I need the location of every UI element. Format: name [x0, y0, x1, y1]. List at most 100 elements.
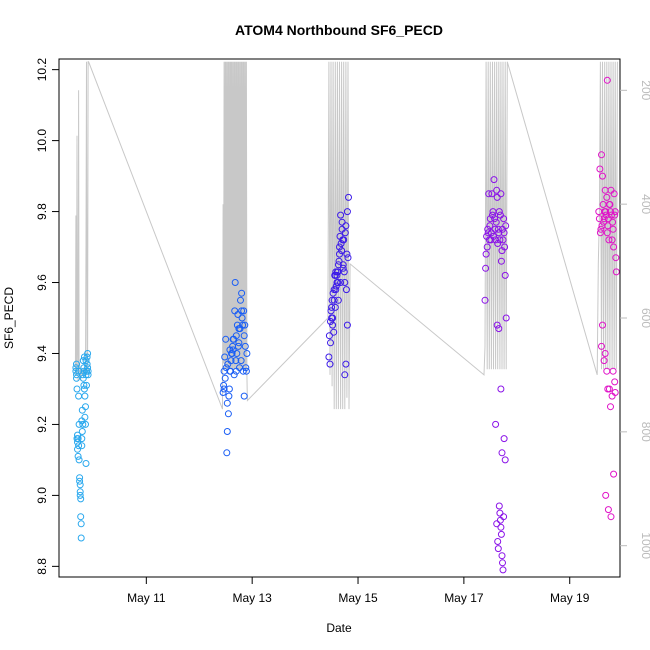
data-point [73, 374, 80, 382]
data-point [343, 208, 351, 216]
data-point [77, 513, 85, 521]
data-point [327, 318, 334, 325]
data-point [241, 321, 249, 329]
series-5 [595, 76, 620, 521]
data-point [607, 403, 614, 411]
data-point [234, 311, 242, 318]
data-point [611, 389, 619, 396]
data-point [499, 559, 506, 567]
x-axis-label: Date [326, 621, 352, 635]
y2-tick-label: 1000 [639, 532, 650, 559]
data-point [83, 353, 91, 361]
data-point [83, 360, 91, 368]
data-point [610, 243, 618, 251]
data-point [76, 491, 84, 499]
data-point [79, 357, 87, 365]
y2-tick-label: 800 [639, 422, 650, 442]
data-point [481, 296, 489, 304]
data-point [612, 254, 620, 262]
data-point [603, 193, 611, 201]
data-point [499, 236, 507, 244]
data-point [482, 250, 490, 258]
data-point [501, 243, 509, 251]
data-point [493, 321, 501, 329]
data-point [484, 225, 492, 233]
data-point [233, 350, 241, 357]
y2-tick-label: 400 [639, 194, 650, 214]
pressure-line [74, 61, 618, 410]
y-tick-label: 9.6 [35, 274, 49, 291]
data-point [492, 420, 500, 428]
data-point [330, 328, 338, 336]
data-point [243, 350, 251, 357]
data-point [332, 282, 340, 290]
data-point [485, 190, 493, 198]
data-point [231, 279, 239, 286]
data-point [482, 264, 490, 272]
data-point [606, 201, 614, 208]
data-point [604, 506, 612, 514]
data-point [342, 286, 350, 294]
data-point [596, 165, 604, 173]
data-point [602, 491, 610, 499]
data-point [342, 360, 350, 368]
data-point [497, 530, 505, 538]
data-point [242, 367, 250, 375]
data-point [337, 279, 345, 286]
data-point [76, 488, 84, 496]
data-point [84, 367, 92, 375]
data-point [74, 445, 81, 453]
data-point [77, 520, 85, 528]
data-point [497, 257, 505, 265]
data-point [609, 218, 617, 226]
data-point [598, 222, 606, 230]
data-point [83, 381, 90, 389]
data-point [612, 268, 620, 276]
data-point [78, 406, 86, 414]
data-point [80, 381, 88, 389]
data-point [81, 392, 89, 400]
data-point [484, 229, 492, 237]
data-point [502, 314, 510, 322]
y-tick-label: 9.8 [35, 203, 49, 220]
data-point [493, 186, 501, 194]
y2-tick-label: 600 [639, 308, 650, 328]
data-point [609, 225, 617, 233]
data-point [73, 371, 80, 379]
data-point [74, 438, 81, 446]
data-point [495, 208, 503, 216]
data-point [232, 367, 240, 375]
data-point [603, 367, 611, 375]
data-point [490, 176, 498, 184]
data-point [600, 357, 608, 365]
data-point [240, 392, 248, 400]
data-point [220, 381, 228, 389]
data-point [501, 456, 509, 464]
data-point [598, 342, 605, 350]
data-point [79, 420, 87, 428]
data-point [74, 431, 81, 439]
data-point [226, 346, 234, 354]
data-point [333, 271, 341, 279]
data-point [237, 296, 244, 304]
data-point [493, 193, 501, 201]
data-point [603, 76, 611, 84]
data-point [604, 385, 612, 393]
data-point [599, 321, 606, 329]
data-point [334, 296, 342, 304]
data-point [495, 502, 503, 510]
data-point [344, 254, 352, 262]
data-point [225, 392, 233, 400]
data-point [238, 289, 246, 297]
data-point [73, 385, 81, 393]
data-point [80, 367, 88, 375]
data-point [80, 385, 88, 393]
data-point [72, 367, 80, 375]
data-point [487, 229, 495, 237]
data-point [608, 211, 615, 219]
data-point [601, 208, 609, 216]
data-point [495, 325, 503, 333]
data-point [607, 513, 615, 521]
data-point [81, 413, 89, 421]
data-point [223, 399, 231, 407]
